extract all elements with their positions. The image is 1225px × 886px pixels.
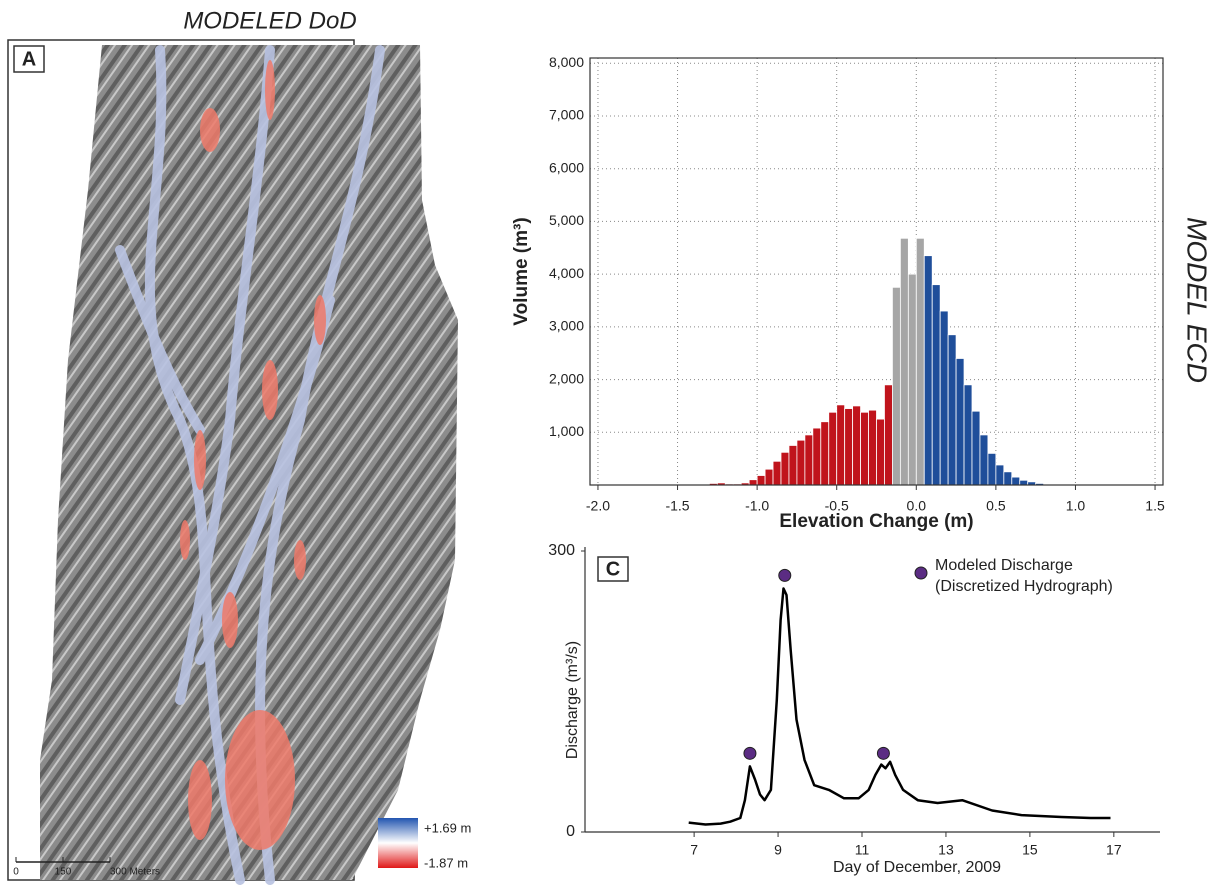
bar xyxy=(884,384,893,486)
bar xyxy=(892,286,901,486)
bar xyxy=(1011,476,1021,486)
erosion-patches xyxy=(180,60,326,850)
x-tick-label: 11 xyxy=(855,842,870,858)
bar xyxy=(1003,471,1013,486)
y-tick-label: 0 xyxy=(566,823,575,840)
legend-label: (Discretized Hydrograph) xyxy=(935,578,1113,595)
marker xyxy=(778,568,792,582)
bar xyxy=(812,427,822,486)
bar xyxy=(923,255,933,486)
y-tick-label: 300 xyxy=(548,542,575,559)
x-tick-label: -1.0 xyxy=(745,498,769,514)
bar xyxy=(756,475,766,486)
color-legend xyxy=(378,818,418,868)
bar xyxy=(820,421,830,486)
bar xyxy=(979,434,989,486)
marker xyxy=(743,746,757,760)
x-tick-label: -1.5 xyxy=(665,498,689,514)
bar xyxy=(1019,479,1029,486)
x-tick-label: 1.5 xyxy=(1145,498,1165,514)
legend-marker xyxy=(914,566,928,580)
bar xyxy=(907,273,917,486)
y-tick-label: 7,000 xyxy=(549,107,584,123)
marker xyxy=(876,746,890,760)
scale-label: 0 xyxy=(13,867,19,878)
bar xyxy=(860,411,869,486)
hillshade xyxy=(40,45,458,880)
x-tick-label: 0.0 xyxy=(907,498,927,514)
y-axis-label: Volume (m³) xyxy=(511,217,532,325)
x-axis-label: Elevation Change (m) xyxy=(779,511,973,532)
y-tick-label: 4,000 xyxy=(549,265,584,281)
x-axis-label: Day of December, 2009 xyxy=(833,859,1001,876)
bar xyxy=(939,310,949,486)
y-tick-label: 3,000 xyxy=(549,318,584,334)
bar xyxy=(780,451,790,486)
bar xyxy=(947,334,957,486)
scale-bar: 0 150 300 Meters xyxy=(13,857,160,878)
x-tick-label: -2.0 xyxy=(586,498,610,514)
scale-label: 150 xyxy=(55,867,72,878)
bar xyxy=(836,404,846,486)
bar xyxy=(995,464,1005,486)
y-tick-label: 8,000 xyxy=(549,54,584,70)
bar xyxy=(971,410,981,486)
x-tick-label: 15 xyxy=(1022,842,1038,858)
bar xyxy=(931,284,941,486)
bar xyxy=(963,384,973,486)
bar xyxy=(955,358,965,486)
x-tick-label: 13 xyxy=(938,842,954,858)
bar xyxy=(915,237,925,486)
bar xyxy=(796,439,806,486)
y-axis-label: Discharge (m³/s) xyxy=(564,641,581,759)
bar xyxy=(748,479,758,486)
channels xyxy=(115,45,385,885)
plot-frame xyxy=(589,57,1164,486)
panel-label-box xyxy=(597,556,629,582)
legend-low: -1.87 m xyxy=(424,855,468,870)
panel-label: A xyxy=(22,48,36,70)
scale-label: 300 Meters xyxy=(110,867,160,878)
bar xyxy=(852,405,861,486)
panel-title: MODELED DoD xyxy=(183,7,356,34)
bar xyxy=(772,460,782,486)
panel-label: C xyxy=(606,558,620,580)
x-tick-label: -0.5 xyxy=(825,498,849,514)
line xyxy=(688,587,1111,826)
bar xyxy=(788,445,798,486)
x-tick-label: 9 xyxy=(774,842,782,858)
bar xyxy=(876,418,885,486)
legend-label: Modeled Discharge xyxy=(935,557,1073,574)
bar xyxy=(844,408,854,486)
side-label: MODEL ECD xyxy=(1182,217,1213,383)
y-tick-label: 2,000 xyxy=(549,370,584,386)
x-tick-label: 1.0 xyxy=(1066,498,1086,514)
x-tick-label: 0.5 xyxy=(986,498,1006,514)
bar xyxy=(868,409,877,486)
y-tick-label: 5,000 xyxy=(549,212,584,228)
legend-high: +1.69 m xyxy=(424,820,471,835)
bar xyxy=(764,468,774,486)
x-tick-label: 7 xyxy=(690,842,698,858)
panel-label-box xyxy=(13,45,45,73)
y-tick-label: 6,000 xyxy=(549,159,584,175)
bar xyxy=(804,434,814,486)
map xyxy=(40,45,458,885)
x-tick-label: 17 xyxy=(1106,842,1122,858)
y-tick-label: 1,000 xyxy=(549,423,584,439)
bar xyxy=(828,411,838,486)
bar xyxy=(899,237,909,486)
bar xyxy=(987,452,997,486)
